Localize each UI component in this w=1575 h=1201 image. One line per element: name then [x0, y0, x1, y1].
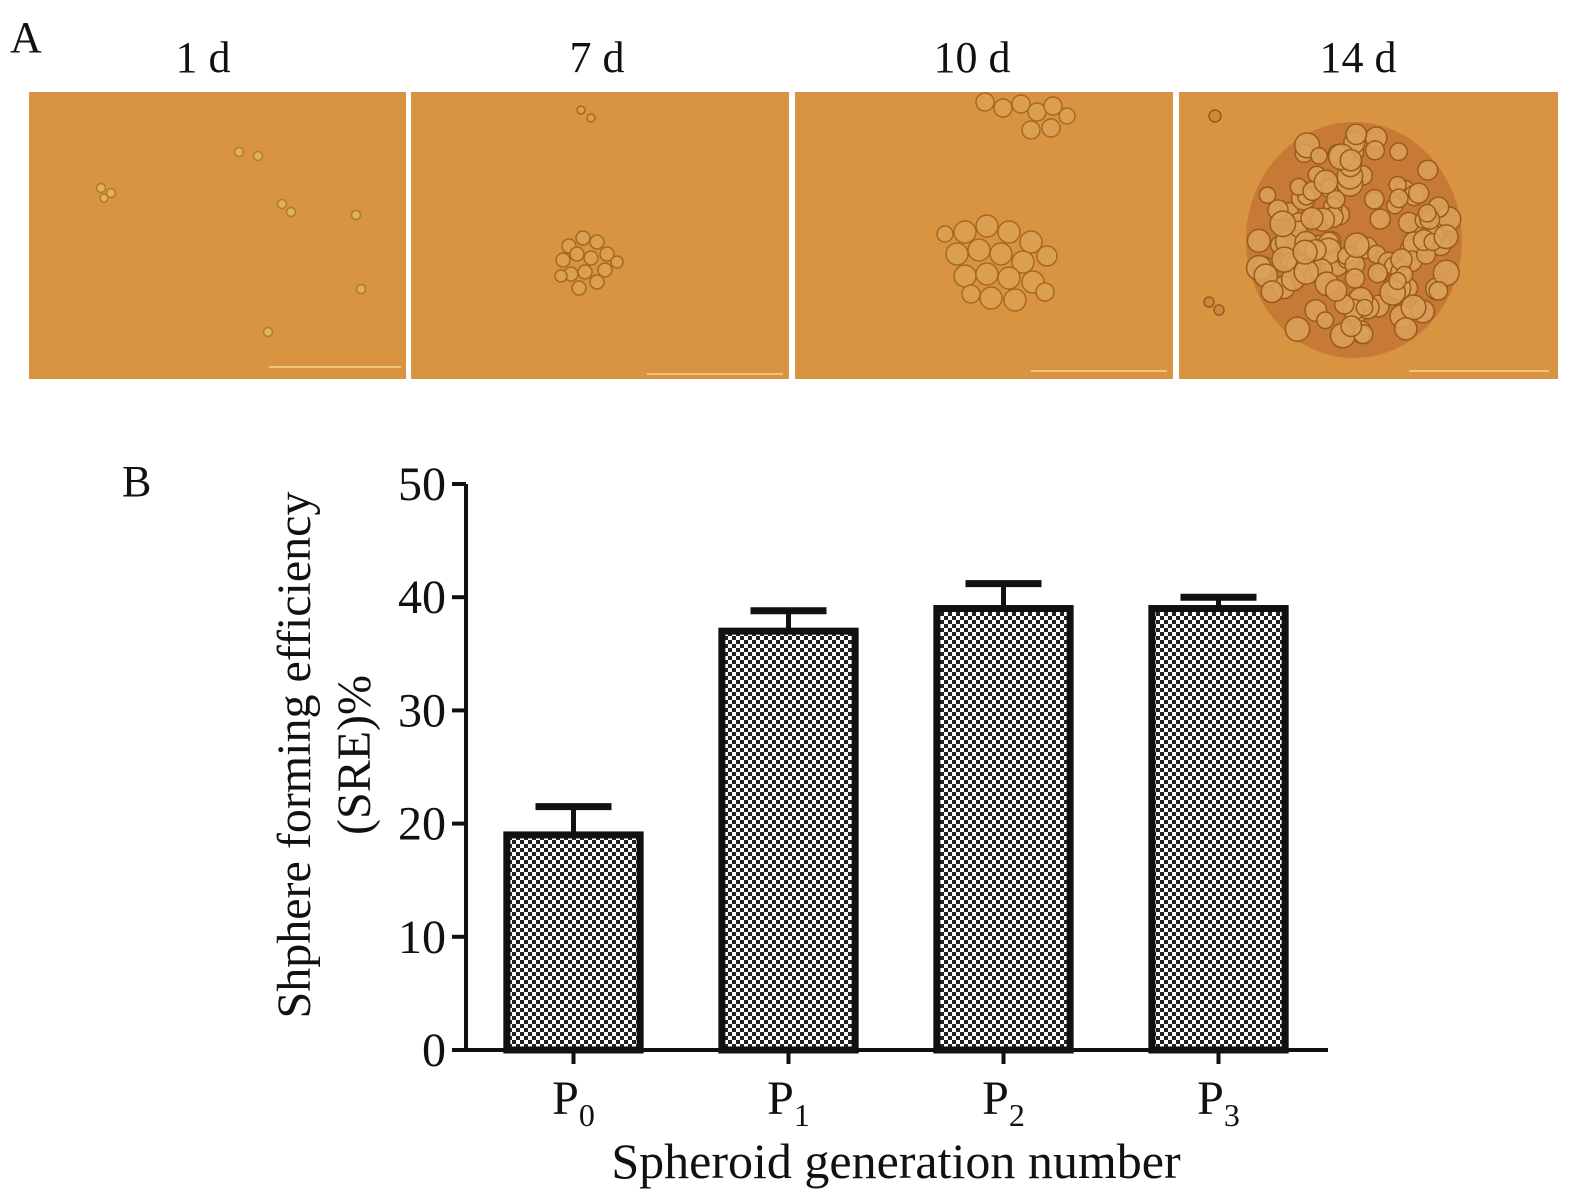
micrograph-day-14	[1179, 92, 1558, 379]
spheroid-cell	[1300, 206, 1324, 231]
spheroid-cell	[1269, 210, 1297, 238]
spheroid-cell	[1369, 208, 1391, 230]
spheroid-cell	[1292, 239, 1318, 265]
spheroid-cell	[1326, 189, 1346, 210]
spheroid-cell	[1364, 140, 1386, 161]
x-tick-label-P1: P1	[767, 1072, 810, 1133]
spheroid-cell	[1388, 271, 1407, 291]
bar-P0	[503, 831, 644, 1054]
spheroid-cell	[1428, 280, 1449, 301]
spheroid-cell	[1389, 142, 1409, 162]
x-axis-label: Spheroid generation number	[611, 1133, 1181, 1189]
spheroid-cell	[1345, 123, 1368, 146]
bar-P2	[933, 605, 1074, 1054]
y-tick-label: 20	[398, 798, 446, 851]
spheroid-cell	[1388, 188, 1409, 209]
spheroid-cell	[1400, 294, 1427, 321]
spheroid-cell	[1260, 280, 1284, 304]
spheroid-cell	[1344, 268, 1366, 289]
y-tick-label: 40	[398, 571, 446, 624]
bar-P3	[1148, 605, 1289, 1054]
spheroid-cell	[1343, 232, 1370, 259]
y-tick-label: 30	[398, 684, 446, 737]
day-label-2: 7 d	[569, 33, 625, 82]
day-label-3: 10 d	[933, 33, 1011, 82]
day-label-1: 1 d	[175, 33, 231, 82]
spheroid-cell	[1310, 147, 1328, 165]
y-tick-label: 10	[398, 911, 446, 964]
spheroid-cell	[1367, 262, 1389, 284]
spheroid-cell	[1433, 224, 1459, 250]
spheroid-cell	[1355, 298, 1374, 317]
micrograph-day-7-image	[411, 92, 789, 379]
panel-a-letter: A	[10, 13, 42, 62]
x-tick-label-P3: P3	[1197, 1072, 1240, 1133]
spheroid-cell	[1284, 316, 1311, 343]
spheroid-cell	[1417, 203, 1437, 223]
spheroid-cell	[1316, 311, 1335, 330]
spheroid-cell	[1407, 182, 1430, 205]
bar-P1	[718, 627, 859, 1054]
y-axis-label-line2: (SRE)%	[328, 675, 381, 835]
spheroid-cell	[1313, 169, 1339, 195]
spheroid-cell	[1417, 159, 1439, 181]
spheroid-cell	[1393, 316, 1418, 341]
spheroid-cell	[1363, 188, 1385, 210]
micrograph-day-1	[29, 92, 406, 379]
day-label-4: 14 d	[1319, 33, 1397, 82]
spheroid-cell	[1339, 148, 1363, 172]
micrograph-day-10-image	[795, 92, 1173, 379]
micrograph-day-10	[795, 92, 1173, 379]
micrograph-day-1-image	[29, 92, 406, 379]
x-tick-label-P2: P2	[982, 1072, 1025, 1133]
panel-b-letter: B	[122, 457, 152, 506]
spheroid-cell	[1340, 315, 1363, 338]
y-tick-label: 0	[422, 1024, 446, 1077]
y-axis-label-line1: Shphere forming efficiency	[268, 492, 321, 1019]
micrograph-day-7	[411, 92, 789, 379]
x-tick-label-P0: P0	[552, 1072, 595, 1133]
y-tick-label: 50	[398, 458, 446, 511]
spheroid-cell	[1258, 186, 1277, 205]
spheroid-cell	[1246, 228, 1271, 253]
micrograph-day-14-image	[1179, 92, 1558, 379]
spheroid-cell	[1324, 279, 1348, 302]
